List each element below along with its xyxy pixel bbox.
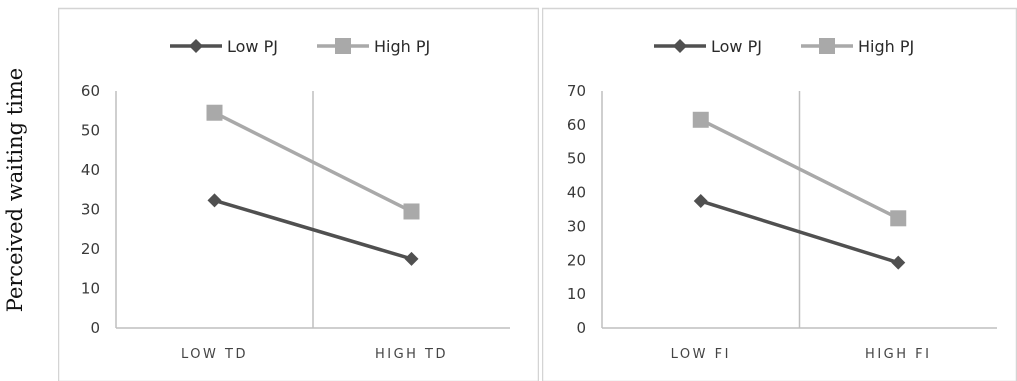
legend-swatch-marker <box>819 38 835 54</box>
data-point-low-pj <box>404 251 419 266</box>
panel-border <box>58 7 539 381</box>
legend-label: Low PJ <box>227 37 278 56</box>
y-tick-label: 40 <box>567 184 586 202</box>
y-tick-label: 70 <box>567 82 586 100</box>
data-point-high-pj <box>692 111 709 128</box>
chart-right: 0 10 20 30 40 50 60 70 LOW FI HIGH FI Low PJ High P… <box>542 7 1017 381</box>
y-tick-label: 50 <box>81 122 100 140</box>
series-line-high-pj <box>699 118 900 220</box>
y-axis-label-container: Perceived waiting time <box>3 68 27 312</box>
y-tick-label: 20 <box>81 240 100 258</box>
y-tick-label: 60 <box>567 116 586 134</box>
data-point-high-pj <box>890 210 907 227</box>
y-tick-label: 30 <box>81 201 100 219</box>
series-line-high-pj <box>213 111 413 214</box>
legend-label: Low PJ <box>711 37 762 56</box>
y-tick-label: 50 <box>567 150 586 168</box>
legend-label: High PJ <box>858 37 914 56</box>
y-tick-label: 60 <box>81 82 100 100</box>
series-line-low-pj <box>700 199 899 265</box>
series-line-low-pj <box>214 198 412 261</box>
panel-border <box>542 7 1017 381</box>
legend-swatch-marker <box>189 39 203 53</box>
y-tick-label: 20 <box>567 251 586 269</box>
x-tick-label: HIGH TD <box>375 347 448 362</box>
chart-left: 0 10 20 30 40 50 60 LOW TD HIGH TD Low PJ High PJ <box>58 7 539 381</box>
data-point-low-pj <box>891 255 906 270</box>
y-tick-label: 0 <box>576 319 586 337</box>
legend-label: High PJ <box>374 37 430 56</box>
y-axis-label: Perceived waiting time <box>3 68 27 312</box>
x-tick-label: LOW FI <box>671 347 731 362</box>
y-tick-label: 10 <box>81 280 100 298</box>
chart-panel-right: 0 10 20 30 40 50 60 70 LOW FI HIGH FI Low PJ High P… <box>542 0 1017 381</box>
chart-panel-left: 0 10 20 30 40 50 60 LOW TD HIGH TD Low PJ High PJ <box>58 0 539 381</box>
data-point-low-pj <box>207 193 222 208</box>
y-tick-label: 0 <box>90 319 100 337</box>
y-tick-label: 10 <box>567 285 586 303</box>
x-tick-label: HIGH FI <box>865 347 931 362</box>
y-tick-label: 40 <box>81 161 100 179</box>
data-point-high-pj <box>206 104 223 121</box>
legend-swatch-marker <box>673 39 687 53</box>
data-point-low-pj <box>693 194 708 209</box>
data-point-high-pj <box>403 203 420 220</box>
legend-swatch-marker <box>335 38 351 54</box>
y-tick-label: 30 <box>567 217 586 235</box>
x-tick-label: LOW TD <box>181 347 248 362</box>
